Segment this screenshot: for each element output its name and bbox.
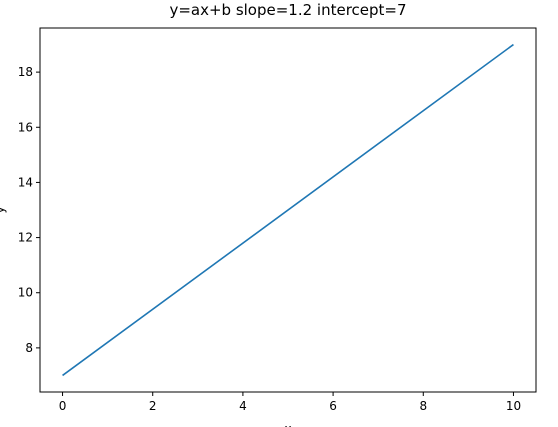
y-tick-label: 10 — [18, 286, 33, 300]
chart-title: y=ax+b slope=1.2 intercept=7 — [169, 1, 406, 19]
x-tick-label: 8 — [419, 399, 427, 413]
x-axis-label: x — [284, 422, 291, 427]
x-tick-label: 4 — [239, 399, 247, 413]
x-tick-label: 10 — [506, 399, 521, 413]
y-tick-label: 12 — [18, 231, 33, 245]
x-tick-label: 2 — [149, 399, 157, 413]
series-layer — [62, 43, 514, 377]
y-tick-label: 8 — [25, 341, 33, 355]
x-tick-label: 0 — [59, 399, 67, 413]
y-axis-label: y — [0, 206, 7, 213]
y-tick-label: 14 — [18, 175, 33, 189]
series-line-0 — [62, 43, 514, 377]
y-tick-label: 16 — [18, 120, 33, 134]
y-tick-label: 18 — [18, 65, 33, 79]
x-axis-ticks: 0 2 4 6 8 10 — [59, 392, 521, 413]
y-axis-ticks: 8 10 12 14 16 18 — [18, 65, 40, 355]
x-tick-label: 6 — [329, 399, 337, 413]
